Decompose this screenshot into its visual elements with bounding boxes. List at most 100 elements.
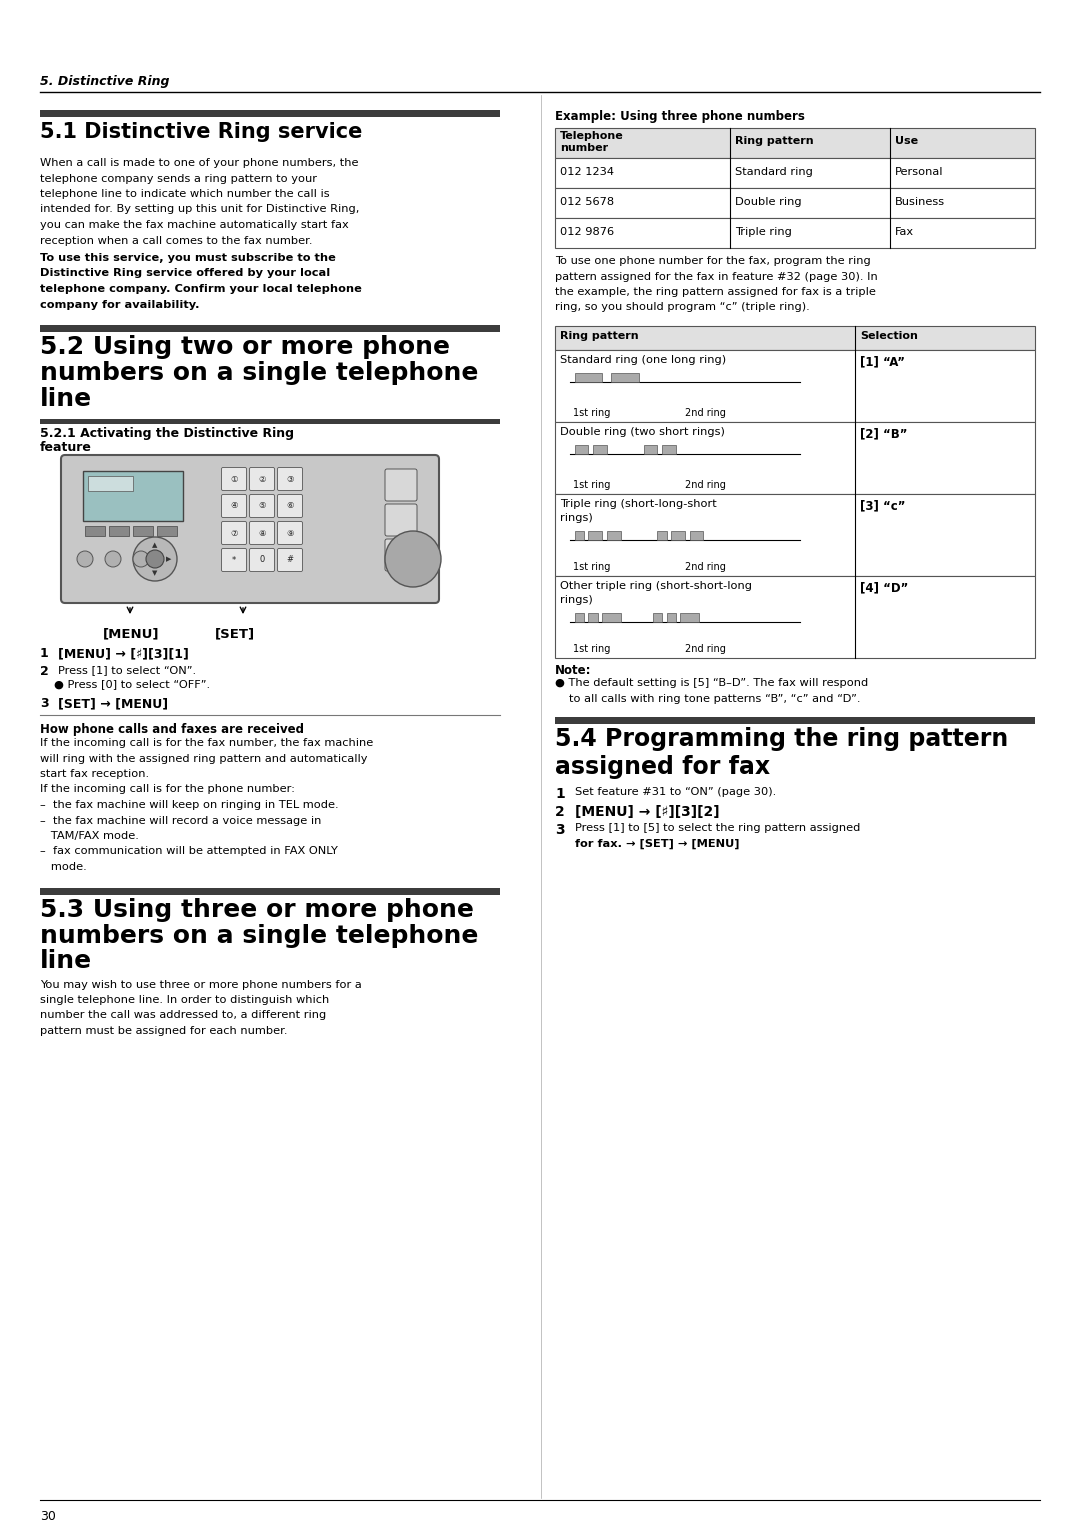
Text: reception when a call comes to the fax number.: reception when a call comes to the fax n… xyxy=(40,235,312,246)
Text: 2: 2 xyxy=(40,665,49,678)
Text: ⑨: ⑨ xyxy=(286,529,294,538)
Text: Triple ring (short-long-short: Triple ring (short-long-short xyxy=(561,500,717,509)
Text: Telephone
number: Telephone number xyxy=(561,131,624,153)
Text: ①: ① xyxy=(230,475,238,483)
Text: 2nd ring: 2nd ring xyxy=(685,480,726,490)
Text: ▶: ▶ xyxy=(166,556,172,562)
Text: 5.2 Using two or more phone: 5.2 Using two or more phone xyxy=(40,335,450,359)
Text: Standard ring (one long ring): Standard ring (one long ring) xyxy=(561,354,726,365)
Text: If the incoming call is for the fax number, the fax machine: If the incoming call is for the fax numb… xyxy=(40,738,374,749)
Bar xyxy=(555,157,1035,188)
Bar xyxy=(662,445,676,454)
Text: 012 5678: 012 5678 xyxy=(561,197,615,206)
Bar xyxy=(40,419,500,423)
Text: How phone calls and faxes are received: How phone calls and faxes are received xyxy=(40,723,303,736)
Bar xyxy=(555,350,1035,422)
Text: TAM/FAX mode.: TAM/FAX mode. xyxy=(40,831,139,840)
Bar xyxy=(658,532,666,539)
Bar xyxy=(611,373,639,382)
Text: 1: 1 xyxy=(40,646,49,660)
Bar xyxy=(40,325,500,332)
Bar xyxy=(589,532,603,539)
FancyBboxPatch shape xyxy=(384,539,417,571)
Text: ⑥: ⑥ xyxy=(286,501,294,510)
Text: will ring with the assigned ring pattern and automatically: will ring with the assigned ring pattern… xyxy=(40,753,367,764)
Text: ▼: ▼ xyxy=(152,570,158,576)
Text: Fax: Fax xyxy=(895,228,914,237)
Text: Use: Use xyxy=(895,136,918,147)
Text: line: line xyxy=(40,387,92,411)
FancyBboxPatch shape xyxy=(221,521,246,544)
Text: 1st ring: 1st ring xyxy=(573,408,610,419)
Bar xyxy=(575,532,584,539)
Text: Distinctive Ring service offered by your local: Distinctive Ring service offered by your… xyxy=(40,269,330,278)
Text: Example: Using three phone numbers: Example: Using three phone numbers xyxy=(555,110,805,122)
Bar xyxy=(133,526,153,536)
Text: 012 9876: 012 9876 xyxy=(561,228,615,237)
Text: 1st ring: 1st ring xyxy=(573,562,610,571)
Text: single telephone line. In order to distinguish which: single telephone line. In order to disti… xyxy=(40,995,329,1005)
Text: Press [1] to select “ON”.: Press [1] to select “ON”. xyxy=(58,665,197,675)
Bar xyxy=(555,717,1035,724)
Circle shape xyxy=(384,532,441,587)
Text: 5.3 Using three or more phone: 5.3 Using three or more phone xyxy=(40,897,474,921)
Bar xyxy=(555,494,1035,576)
Text: 2: 2 xyxy=(555,805,565,819)
Text: [4] “D”: [4] “D” xyxy=(860,581,908,594)
Circle shape xyxy=(105,552,121,567)
Text: Ring pattern: Ring pattern xyxy=(735,136,813,147)
Text: 1: 1 xyxy=(555,787,565,801)
Bar xyxy=(575,373,603,382)
Bar xyxy=(652,613,662,622)
Text: Triple ring: Triple ring xyxy=(735,228,792,237)
Text: 1st ring: 1st ring xyxy=(573,480,610,490)
Text: mode.: mode. xyxy=(40,862,86,872)
Bar xyxy=(83,471,183,521)
Text: 5.2.1 Activating the Distinctive Ring: 5.2.1 Activating the Distinctive Ring xyxy=(40,426,294,440)
Text: 30: 30 xyxy=(40,1510,56,1523)
Text: –  the fax machine will keep on ringing in TEL mode.: – the fax machine will keep on ringing i… xyxy=(40,801,339,810)
Bar xyxy=(575,613,584,622)
Text: Personal: Personal xyxy=(895,167,944,177)
Text: –  fax communication will be attempted in FAX ONLY: – fax communication will be attempted in… xyxy=(40,847,338,857)
Text: Note:: Note: xyxy=(555,665,592,677)
Text: ▲: ▲ xyxy=(152,542,158,549)
Text: rings): rings) xyxy=(561,594,593,605)
Text: 5.4 Programming the ring pattern: 5.4 Programming the ring pattern xyxy=(555,727,1009,750)
Text: 2nd ring: 2nd ring xyxy=(685,408,726,419)
Circle shape xyxy=(133,552,149,567)
FancyBboxPatch shape xyxy=(249,468,274,490)
Text: to all calls with ring tone patterns “B”, “c” and “D”.: to all calls with ring tone patterns “B”… xyxy=(569,694,861,703)
FancyBboxPatch shape xyxy=(249,521,274,544)
Text: pattern assigned for the fax in feature #32 (page 30). In: pattern assigned for the fax in feature … xyxy=(555,272,878,281)
Bar xyxy=(666,613,676,622)
Text: [MENU] → [♯][3][2]: [MENU] → [♯][3][2] xyxy=(575,805,719,819)
FancyBboxPatch shape xyxy=(60,455,438,604)
FancyBboxPatch shape xyxy=(384,504,417,536)
Text: company for availability.: company for availability. xyxy=(40,299,200,310)
FancyBboxPatch shape xyxy=(249,495,274,518)
Text: Other triple ring (short-short-long: Other triple ring (short-short-long xyxy=(561,581,752,591)
Text: 5.1 Distinctive Ring service: 5.1 Distinctive Ring service xyxy=(40,122,363,142)
FancyBboxPatch shape xyxy=(278,468,302,490)
Text: rings): rings) xyxy=(561,513,593,523)
FancyBboxPatch shape xyxy=(249,549,274,571)
Text: 5. Distinctive Ring: 5. Distinctive Ring xyxy=(40,75,170,89)
FancyBboxPatch shape xyxy=(221,468,246,490)
Bar xyxy=(575,445,589,454)
FancyBboxPatch shape xyxy=(221,549,246,571)
Bar xyxy=(40,888,500,894)
Text: telephone line to indicate which number the call is: telephone line to indicate which number … xyxy=(40,189,329,199)
Text: for fax. → [SET] → [MENU]: for fax. → [SET] → [MENU] xyxy=(575,839,740,848)
Bar xyxy=(555,219,1035,248)
Text: telephone company sends a ring pattern to your: telephone company sends a ring pattern t… xyxy=(40,174,318,183)
Text: assigned for fax: assigned for fax xyxy=(555,755,770,779)
Text: numbers on a single telephone: numbers on a single telephone xyxy=(40,923,478,947)
Text: Press [1] to [5] to select the ring pattern assigned: Press [1] to [5] to select the ring patt… xyxy=(575,824,861,833)
Text: 3: 3 xyxy=(555,824,565,837)
Text: pattern must be assigned for each number.: pattern must be assigned for each number… xyxy=(40,1025,287,1036)
Text: Selection: Selection xyxy=(860,332,918,341)
FancyBboxPatch shape xyxy=(384,469,417,501)
Text: [MENU]: [MENU] xyxy=(103,626,160,640)
Text: ● The default setting is [5] “B–D”. The fax will respond: ● The default setting is [5] “B–D”. The … xyxy=(555,678,868,688)
